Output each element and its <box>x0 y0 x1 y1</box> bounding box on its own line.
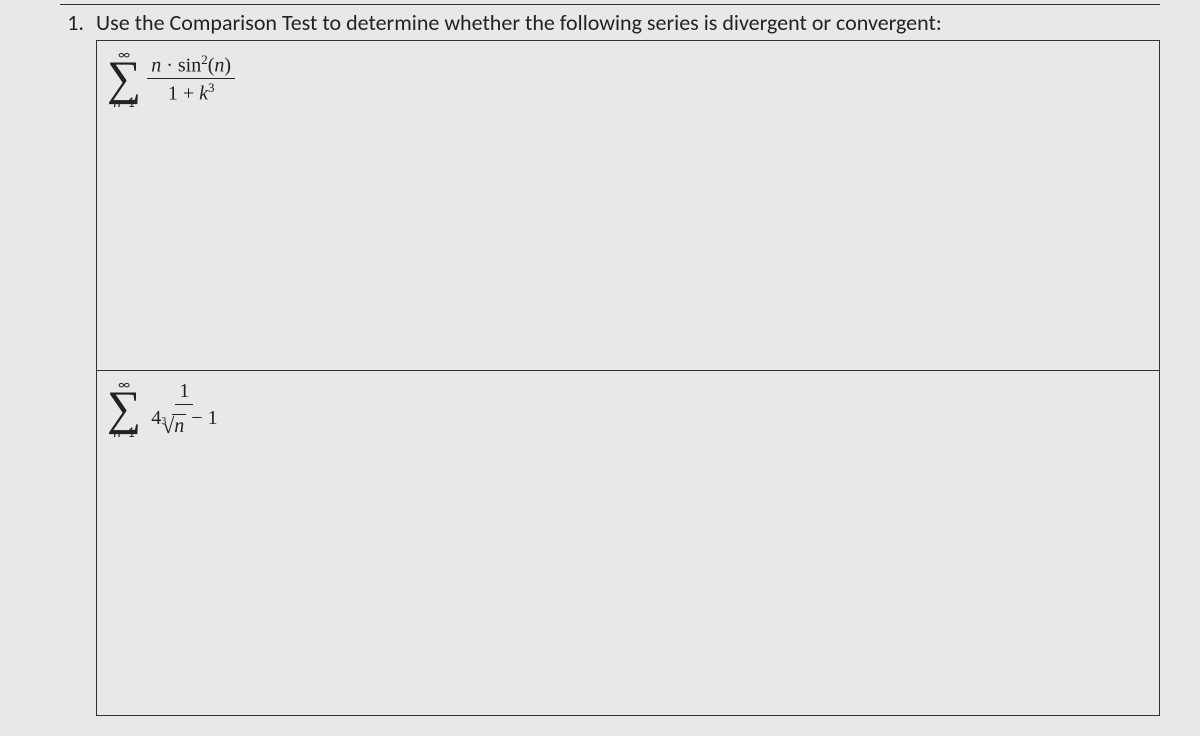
numerator-1: n · sin2(n) <box>147 53 235 80</box>
sigma-symbol-2: ∑ <box>107 390 141 428</box>
sigma-lower-limit: n=1 <box>113 96 134 110</box>
sigma-block-2: ∞ ∑ n=1 <box>107 378 141 440</box>
question-content: Use the Comparison Test to determine whe… <box>96 9 1160 716</box>
question-prompt: Use the Comparison Test to determine whe… <box>96 9 1160 38</box>
fraction-1: n · sin2(n) 1 + k3 <box>147 53 235 105</box>
numerator-2: 1 <box>175 380 193 405</box>
series-1-expression: ∞ ∑ n=1 n · sin2(n) 1 + k3 <box>107 48 235 110</box>
denominator-2: 43√n − 1 <box>147 405 221 438</box>
denominator-1: 1 + k3 <box>164 79 219 105</box>
series-box-1: ∞ ∑ n=1 n · sin2(n) 1 + k3 <box>97 40 1159 370</box>
series-2-expression: ∞ ∑ n=1 1 43√n − 1 <box>107 378 222 440</box>
fraction-2: 1 43√n − 1 <box>147 380 221 438</box>
question-number: 1. <box>60 9 84 36</box>
sigma-symbol: ∑ <box>107 60 141 98</box>
work-area: ∞ ∑ n=1 n · sin2(n) 1 + k3 ∞ <box>96 40 1160 716</box>
sigma-lower-limit-2: n=1 <box>113 426 134 440</box>
worksheet-page: 1. Use the Comparison Test to determine … <box>0 0 1200 736</box>
top-rule <box>60 4 1160 5</box>
sigma-block-1: ∞ ∑ n=1 <box>107 48 141 110</box>
cube-root: 3√n <box>161 414 186 438</box>
question-row: 1. Use the Comparison Test to determine … <box>60 9 1160 716</box>
series-box-2: ∞ ∑ n=1 1 43√n − 1 <box>97 370 1159 715</box>
